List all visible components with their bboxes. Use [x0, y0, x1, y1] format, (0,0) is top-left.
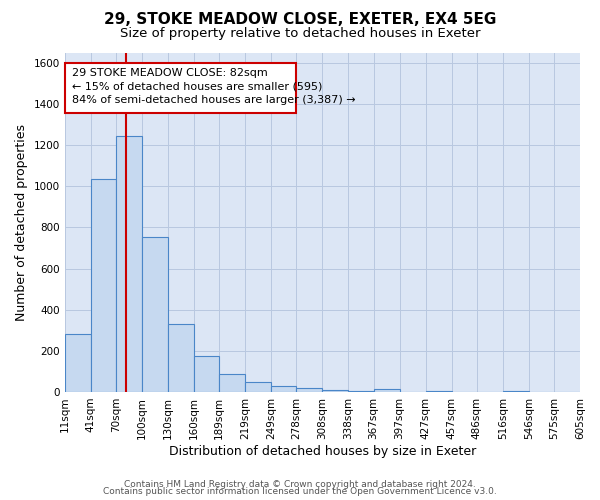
FancyBboxPatch shape	[65, 63, 296, 113]
Bar	[116, 136, 142, 392]
Text: 84% of semi-detached houses are larger (3,387) →: 84% of semi-detached houses are larger (…	[71, 95, 355, 105]
Text: 29 STOKE MEADOW CLOSE: 82sqm: 29 STOKE MEADOW CLOSE: 82sqm	[71, 68, 268, 78]
Bar	[91, 179, 116, 392]
X-axis label: Distribution of detached houses by size in Exeter: Distribution of detached houses by size …	[169, 444, 476, 458]
Bar	[503, 391, 529, 392]
Bar	[271, 386, 296, 392]
Bar	[65, 334, 91, 392]
Text: 29, STOKE MEADOW CLOSE, EXETER, EX4 5EG: 29, STOKE MEADOW CLOSE, EXETER, EX4 5EG	[104, 12, 496, 28]
Bar	[194, 356, 219, 392]
Text: Contains HM Land Registry data © Crown copyright and database right 2024.: Contains HM Land Registry data © Crown c…	[124, 480, 476, 489]
Bar	[219, 374, 245, 392]
Text: Contains public sector information licensed under the Open Government Licence v3: Contains public sector information licen…	[103, 487, 497, 496]
Y-axis label: Number of detached properties: Number of detached properties	[15, 124, 28, 320]
Bar	[168, 324, 194, 392]
Bar	[322, 390, 349, 392]
Text: Size of property relative to detached houses in Exeter: Size of property relative to detached ho…	[120, 28, 480, 40]
Bar	[374, 389, 400, 392]
Text: ← 15% of detached houses are smaller (595): ← 15% of detached houses are smaller (59…	[71, 82, 322, 92]
Bar	[245, 382, 271, 392]
Bar	[296, 388, 322, 392]
Bar	[349, 391, 374, 392]
Bar	[425, 391, 452, 392]
Bar	[142, 236, 168, 392]
